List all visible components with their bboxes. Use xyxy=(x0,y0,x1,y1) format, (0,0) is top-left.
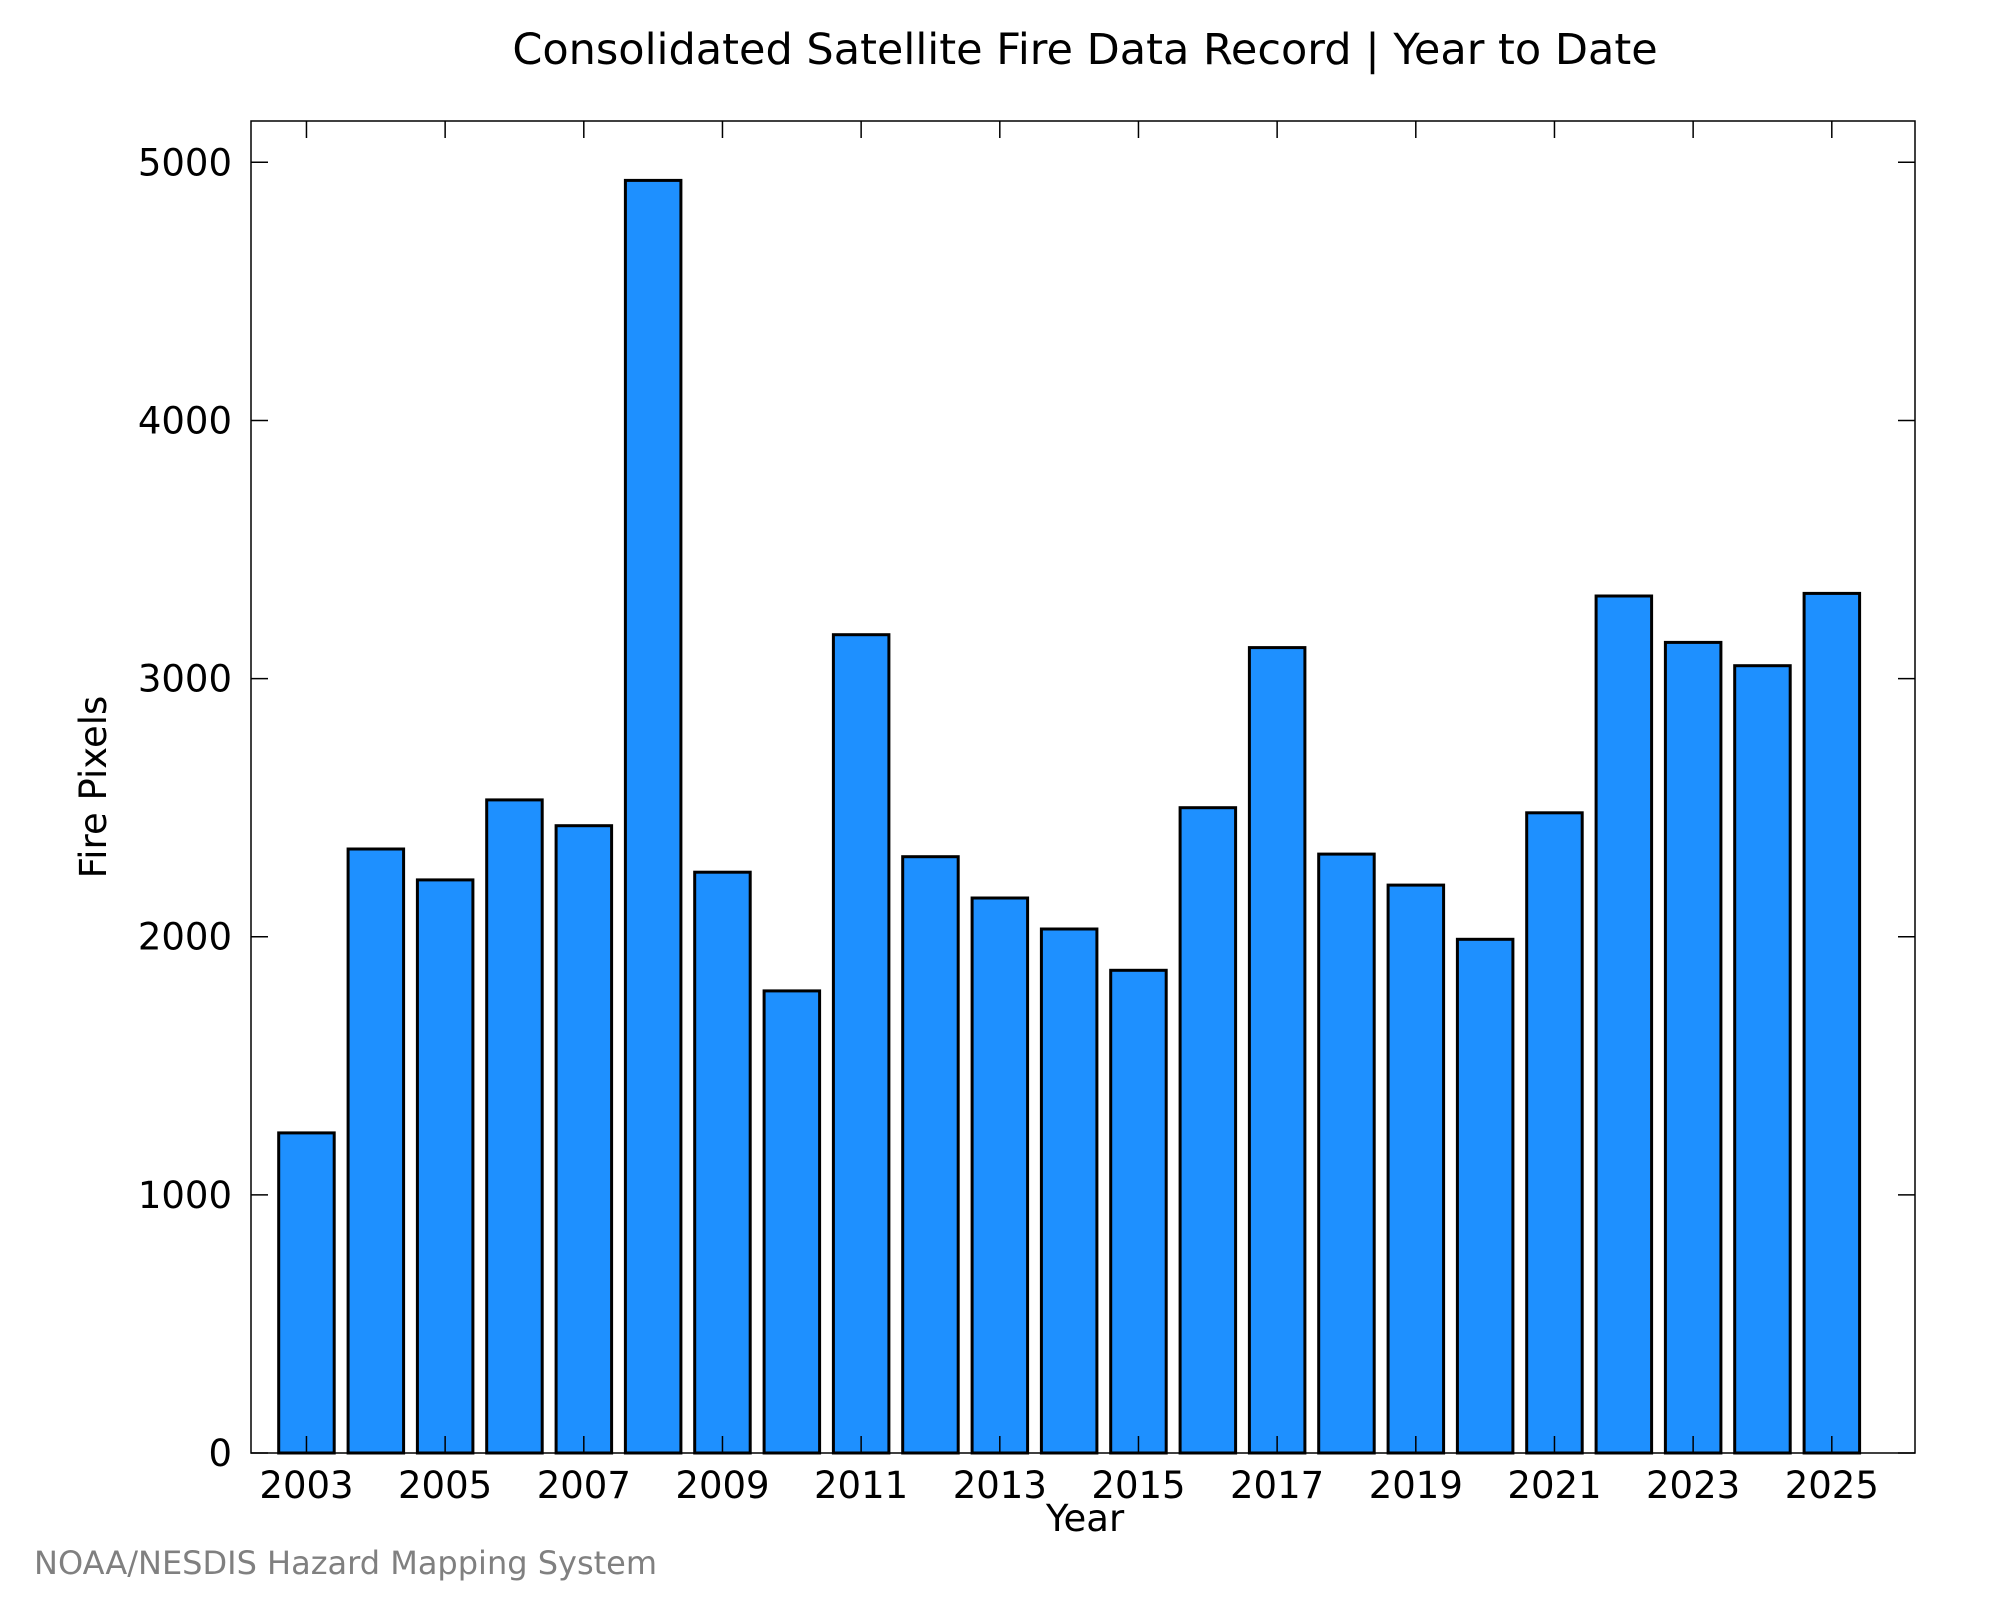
y-tick-label: 1000 xyxy=(138,1174,232,1217)
x-tick-label: 2013 xyxy=(953,1464,1047,1507)
bar-2008 xyxy=(623,178,683,1455)
bar-2004 xyxy=(346,847,406,1455)
bar-2005 xyxy=(415,878,475,1455)
x-tick-label: 2019 xyxy=(1369,1464,1463,1507)
x-tick-label: 2007 xyxy=(537,1464,631,1507)
bar-2009 xyxy=(693,870,752,1455)
bar-2006 xyxy=(485,798,544,1455)
bars xyxy=(277,178,1862,1455)
x-tick-label: 2023 xyxy=(1646,1464,1740,1507)
bar-2019 xyxy=(1386,883,1446,1455)
y-tick-labels: 0 1000 2000 3000 4000 5000 xyxy=(138,141,232,1475)
x-axis-label: Year xyxy=(1045,1497,1125,1540)
bar-2011 xyxy=(831,633,891,1455)
y-tick-label: 3000 xyxy=(138,658,232,701)
x-tick-label: 2021 xyxy=(1507,1464,1601,1507)
y-tick-label: 0 xyxy=(208,1432,232,1475)
y-tick-label: 5000 xyxy=(138,141,232,184)
bar-2018 xyxy=(1317,852,1376,1455)
x-tick-label: 2011 xyxy=(814,1464,908,1507)
bar-2016 xyxy=(1178,806,1238,1455)
bar-2015 xyxy=(1109,968,1168,1455)
y-tick-label: 2000 xyxy=(138,916,232,959)
bar-2025 xyxy=(1802,591,1862,1455)
bar-2020 xyxy=(1455,937,1515,1455)
x-tick-label: 2015 xyxy=(1091,1464,1185,1507)
x-tick-label: 2017 xyxy=(1230,1464,1324,1507)
bar-2021 xyxy=(1525,811,1584,1455)
chart-title: Consolidated Satellite Fire Data Record … xyxy=(512,25,1657,75)
bar-2014 xyxy=(1039,927,1099,1455)
axis-ticks xyxy=(251,121,1915,1454)
bar-2010 xyxy=(762,989,822,1455)
bar-2017 xyxy=(1247,646,1307,1455)
bar-2003 xyxy=(277,1131,336,1455)
bar-2012 xyxy=(901,855,960,1455)
x-tick-labels: 2003 2005 2007 2009 2011 2013 2015 2017 2019 2021… xyxy=(259,1464,1878,1507)
y-tick-label: 4000 xyxy=(138,399,232,442)
x-tick-label: 2009 xyxy=(675,1464,769,1507)
bar-2024 xyxy=(1733,664,1792,1455)
bar-2007 xyxy=(554,824,614,1455)
bar-2013 xyxy=(970,896,1030,1455)
x-tick-label: 2025 xyxy=(1785,1464,1879,1507)
y-axis-label: Fire Pixels xyxy=(72,696,115,879)
bar-2022 xyxy=(1594,594,1654,1455)
credit-text: NOAA/NESDIS Hazard Mapping System xyxy=(34,1544,657,1582)
x-tick-label: 2003 xyxy=(259,1464,353,1507)
x-tick-label: 2005 xyxy=(398,1464,492,1507)
bar-2023 xyxy=(1663,640,1723,1455)
